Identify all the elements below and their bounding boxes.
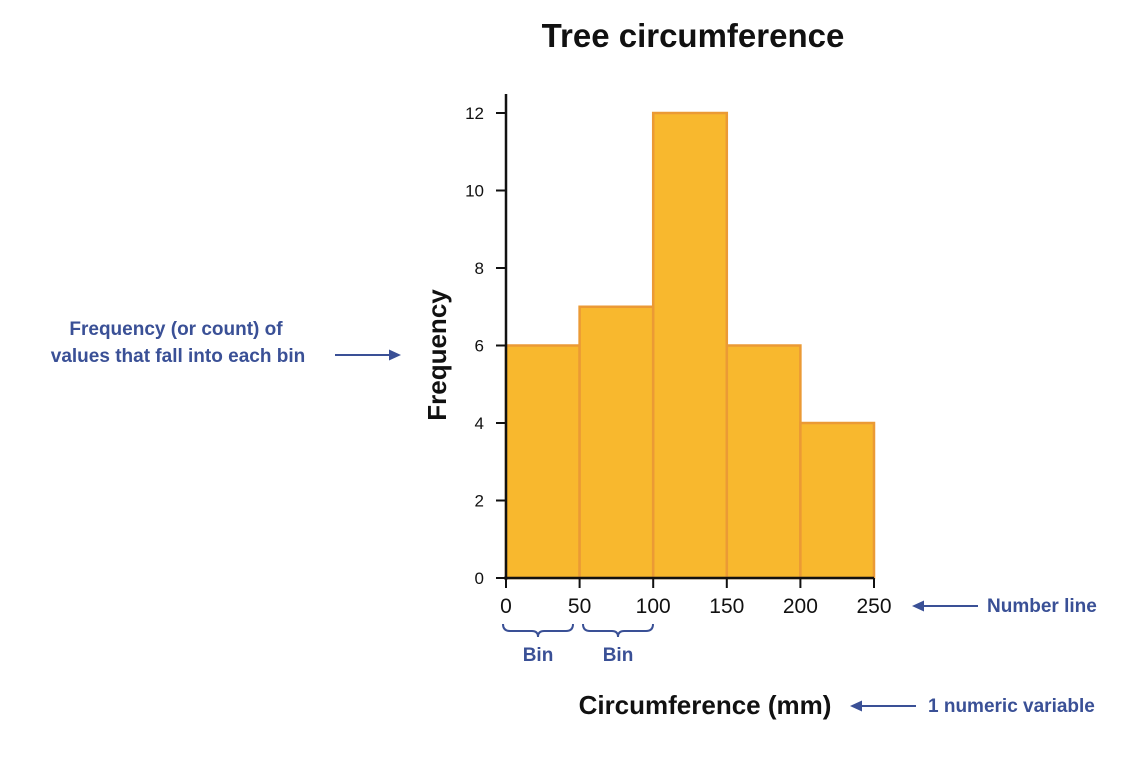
x-tick-label: 150 <box>709 595 744 618</box>
y-axis-title: Frequency <box>422 289 452 421</box>
histogram-bar <box>578 305 655 580</box>
x-tick-label: 50 <box>568 595 591 618</box>
number-line-arrow-icon <box>912 600 978 612</box>
bars-group <box>504 111 876 580</box>
frequency-note-line-1: Frequency (or count) of <box>69 319 283 340</box>
number-line-label: Number line <box>987 596 1097 617</box>
y-tick-label: 4 <box>475 414 484 433</box>
chart-title: Tree circumference <box>542 17 845 54</box>
histogram-bar <box>799 421 876 580</box>
y-tick-label: 0 <box>475 569 484 588</box>
numeric-variable-label: 1 numeric variable <box>928 696 1095 717</box>
y-tick-label: 8 <box>475 259 484 278</box>
x-ticks-group: 0 50 100 150 200 250 <box>500 578 892 618</box>
histogram-bar <box>725 344 802 580</box>
x-tick-label: 0 <box>500 595 512 618</box>
y-ticks-group: 0 2 4 6 8 10 12 <box>465 104 506 588</box>
x-tick-label: 250 <box>856 595 891 618</box>
numeric-variable-arrow-icon <box>850 700 916 712</box>
bin-label-1: Bin <box>523 645 554 666</box>
bin-brace-icon-1 <box>502 623 574 638</box>
x-tick-label: 200 <box>783 595 818 618</box>
histogram-bar <box>651 111 729 580</box>
frequency-note-line-2: values that fall into each bin <box>51 346 305 367</box>
bin-brace-icon-2 <box>582 623 654 638</box>
y-tick-label: 2 <box>475 492 484 511</box>
y-tick-label: 10 <box>465 182 484 201</box>
x-axis-title: Circumference (mm) <box>579 690 832 720</box>
bin-label-2: Bin <box>603 645 634 666</box>
y-tick-label: 6 <box>475 337 484 356</box>
y-tick-label: 12 <box>465 104 484 123</box>
x-tick-label: 100 <box>636 595 671 618</box>
histogram-bar <box>504 344 581 580</box>
frequency-arrow-icon <box>335 349 401 361</box>
